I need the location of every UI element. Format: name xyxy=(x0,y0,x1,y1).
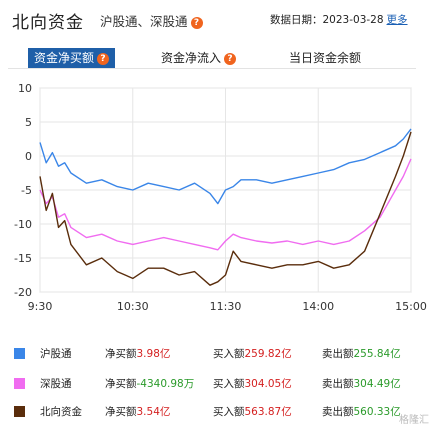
watermark: 格隆汇 xyxy=(399,415,429,426)
legend-buy: 买入额259.82亿 xyxy=(213,346,292,361)
legend-row-north: 北向资金 净买额3.54亿 买入额563.87亿 卖出额560.33亿 xyxy=(0,402,435,422)
net-label: 净买额 xyxy=(105,378,137,390)
sell-label: 卖出额 xyxy=(322,348,354,360)
date-value: 2023-03-28 xyxy=(322,14,384,26)
tab-label: 资金净买额 xyxy=(34,51,95,65)
tab-label: 资金净流入 xyxy=(161,51,222,65)
x-tick-label: 14:00 xyxy=(302,300,334,313)
net-label: 净买额 xyxy=(105,348,137,360)
chart-area: 10 5 0 -5 -10 -15 -20 9:30 10:30 11:30 14:00 15:00 xyxy=(0,78,435,318)
legend-net: 净买额3.98亿 xyxy=(105,346,170,361)
y-tick-label: -15 xyxy=(14,252,32,265)
net-buy-line-chart: 10 5 0 -5 -10 -15 -209:30 10:30 11:30 14:00 15:00 xyxy=(14,82,427,313)
net-label: 净买额 xyxy=(105,406,137,418)
y-tick-label: -10 xyxy=(14,218,32,231)
tab-daily-balance[interactable]: 当日资金余额 xyxy=(283,48,367,68)
legend-net: 净买额-4340.98万 xyxy=(105,376,194,391)
page-title: 北向资金 xyxy=(12,13,84,33)
sell-value: 304.49亿 xyxy=(353,378,401,390)
date-label: 数据日期： xyxy=(270,14,323,26)
sell-label: 卖出额 xyxy=(322,378,354,390)
y-tick-label: 10 xyxy=(18,82,32,95)
tab-net-buy[interactable]: 资金净买额? xyxy=(28,48,116,68)
x-tick-label: 9:30 xyxy=(28,300,53,313)
legend-buy: 买入额304.05亿 xyxy=(213,376,292,391)
buy-value: 563.87亿 xyxy=(244,406,292,418)
net-value: 3.54亿 xyxy=(136,406,171,418)
y-tick-label: 5 xyxy=(25,116,32,129)
buy-value: 259.82亿 xyxy=(244,348,292,360)
legend-sell: 卖出额255.84亿 xyxy=(322,346,401,361)
legend-sell: 卖出额304.49亿 xyxy=(322,376,401,391)
x-tick-label: 11:30 xyxy=(210,300,242,313)
net-value: -4340.98万 xyxy=(136,378,195,390)
y-tick-label: -20 xyxy=(14,286,32,299)
sell-value: 560.33亿 xyxy=(353,406,401,418)
tab-bar: 资金净买额? 资金净流入? 当日资金余额 xyxy=(0,44,435,70)
series-line-0 xyxy=(39,128,412,205)
legend-swatch xyxy=(14,406,25,417)
legend-row-shanghai: 沪股通 净买额3.98亿 买入额259.82亿 卖出额255.84亿 xyxy=(0,344,435,364)
buy-label: 买入额 xyxy=(213,348,245,360)
help-icon[interactable]: ? xyxy=(97,53,110,65)
buy-label: 买入额 xyxy=(213,378,245,390)
y-tick-label: 0 xyxy=(25,150,32,163)
help-icon[interactable]: ? xyxy=(224,53,237,65)
y-tick-label: -5 xyxy=(21,184,32,197)
legend-swatch xyxy=(14,378,25,389)
buy-value: 304.05亿 xyxy=(244,378,292,390)
tab-net-inflow[interactable]: 资金净流入? xyxy=(155,48,242,68)
legend-swatch xyxy=(14,348,25,359)
tab-label: 当日资金余额 xyxy=(289,51,362,65)
header: 北向资金 沪股通、深股通? 数据日期：2023-03-28 更多 xyxy=(0,0,435,40)
legend-name: 北向资金 xyxy=(40,406,82,418)
series-line-2 xyxy=(39,131,412,286)
legend-name: 沪股通 xyxy=(40,348,72,360)
legend-net: 净买额3.54亿 xyxy=(105,404,170,419)
subtitle: 沪股通、深股通? xyxy=(100,11,203,30)
sell-label: 卖出额 xyxy=(322,406,354,418)
x-tick-label: 10:30 xyxy=(117,300,149,313)
help-icon[interactable]: ? xyxy=(190,17,203,29)
tab-divider xyxy=(8,68,416,69)
legend-name: 深股通 xyxy=(40,378,72,390)
x-tick-label: 15:00 xyxy=(395,300,427,313)
data-date: 数据日期：2023-03-28 更多 xyxy=(270,12,408,27)
subtitle-text: 沪股通、深股通 xyxy=(100,14,188,29)
more-link[interactable]: 更多 xyxy=(386,14,408,26)
net-value: 3.98亿 xyxy=(136,348,171,360)
legend-buy: 买入额563.87亿 xyxy=(213,404,292,419)
sell-value: 255.84亿 xyxy=(353,348,401,360)
buy-label: 买入额 xyxy=(213,406,245,418)
legend-sell: 卖出额560.33亿 xyxy=(322,404,401,419)
series-line-1 xyxy=(39,158,412,251)
legend-row-shenzhen: 深股通 净买额-4340.98万 买入额304.05亿 卖出额304.49亿 xyxy=(0,374,435,394)
